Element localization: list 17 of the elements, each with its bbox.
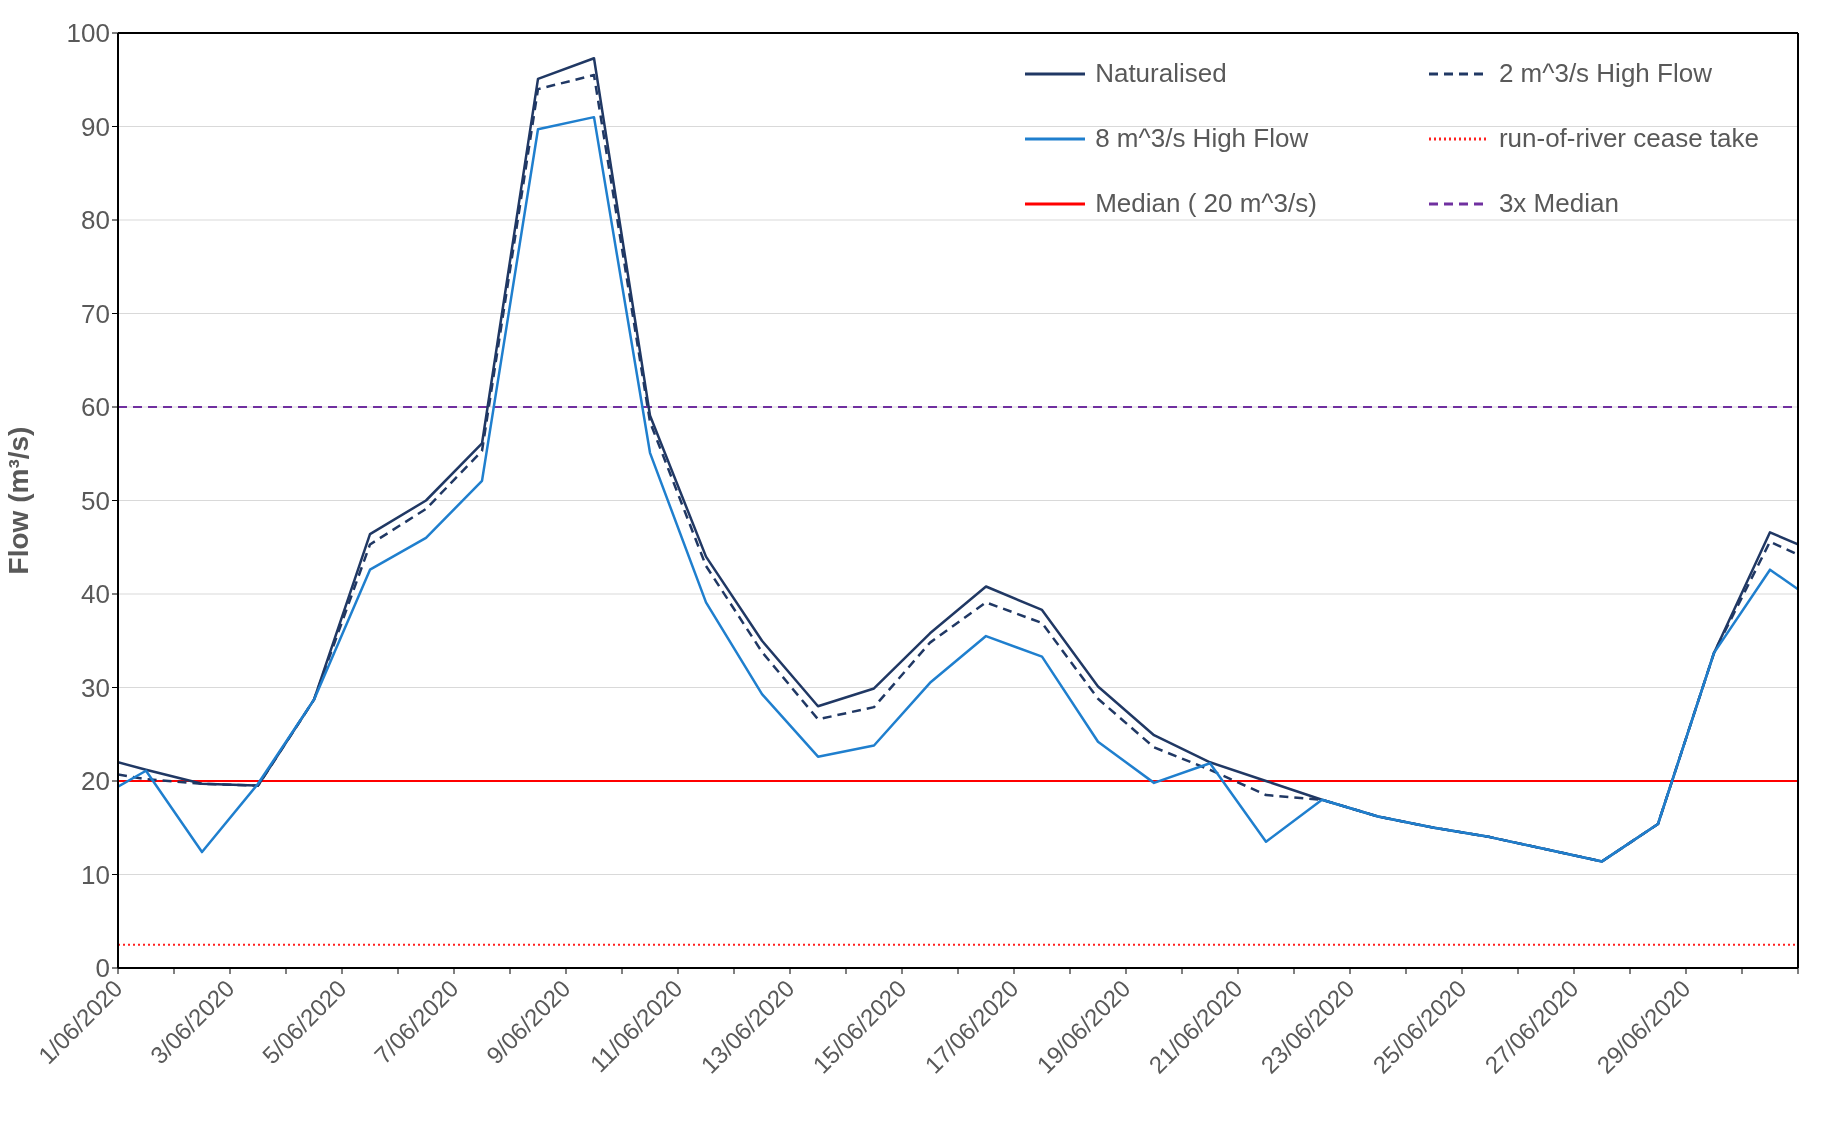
y-tick-label: 60	[81, 392, 110, 423]
y-tick-label: 10	[81, 859, 110, 890]
y-tick-label: 30	[81, 672, 110, 703]
y-tick-label: 80	[81, 205, 110, 236]
y-axis-title: Flow (m³/s)	[2, 426, 34, 575]
y-tick-label: 100	[66, 18, 110, 49]
legend-label: 2 m^3/s High Flow	[1498, 58, 1712, 89]
legend-label: Median ( 20 m^3/s)	[1095, 188, 1317, 219]
legend-label: run-of-river cease take	[1498, 123, 1759, 154]
legend-label: Naturalised	[1095, 58, 1227, 89]
y-tick-label: 40	[81, 579, 110, 610]
y-tick-label: 50	[81, 485, 110, 516]
y-tick-label: 90	[81, 111, 110, 142]
legend-label: 3x Median	[1498, 188, 1619, 219]
legend-label: 8 m^3/s High Flow	[1095, 123, 1309, 154]
y-tick-label: 70	[81, 298, 110, 329]
y-tick-label: 20	[81, 766, 110, 797]
